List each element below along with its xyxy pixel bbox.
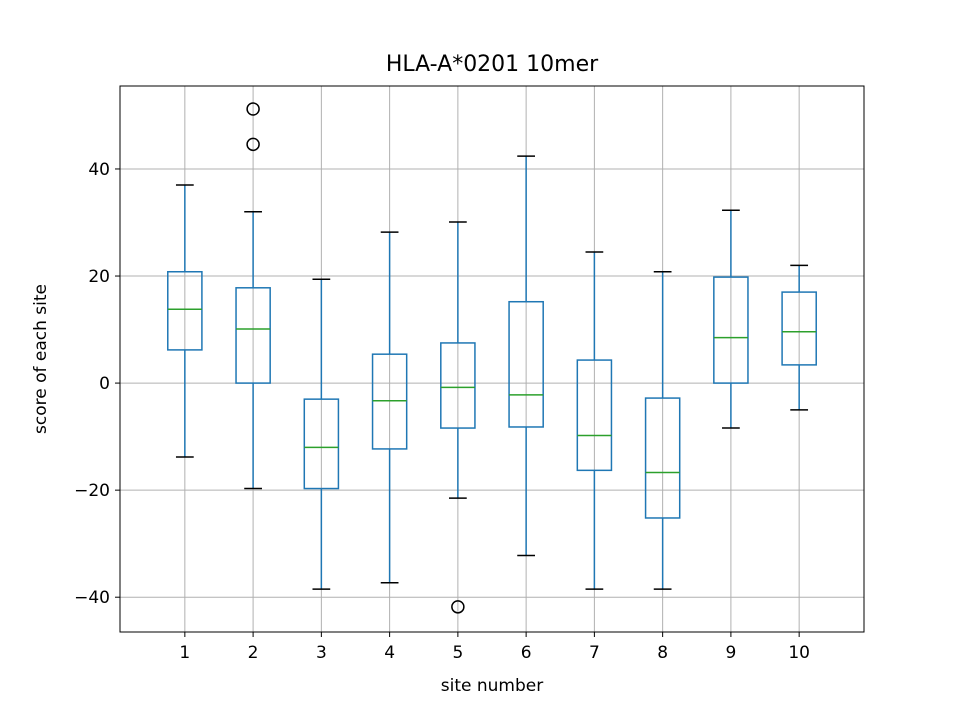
x-tick-label: 2: [248, 643, 259, 663]
box-site-4: [371, 231, 408, 584]
x-tick-label: 6: [521, 643, 532, 663]
iqr-box: [508, 300, 544, 428]
box-site-10: [781, 264, 817, 411]
box-site-2: [235, 102, 271, 490]
iqr-box: [781, 291, 817, 366]
box-site-5: [440, 221, 476, 614]
box-site-6: [508, 155, 544, 557]
x-tick-label: 10: [788, 643, 810, 663]
x-tick-label: 4: [384, 643, 395, 663]
outlier-point: [451, 600, 465, 614]
x-tick-label: 8: [657, 643, 668, 663]
boxes: [167, 102, 817, 614]
iqr-box: [167, 270, 203, 351]
box-site-7: [576, 251, 613, 590]
iqr-box: [371, 353, 408, 450]
x-tick-label: 1: [179, 643, 190, 663]
x-tick-label: 7: [589, 643, 600, 663]
box-site-3: [303, 278, 340, 590]
box-site-9: [713, 209, 749, 429]
box-site-1: [167, 184, 203, 458]
plot-frame: [119, 85, 865, 633]
axis-ticks: −40 −20 0 20 40 1 2 3 4 5 6 7 8 9 10: [74, 160, 810, 663]
y-tick-label: −40: [74, 588, 110, 608]
iqr-box: [644, 397, 681, 519]
y-tick-label: 40: [88, 160, 110, 180]
iqr-box: [440, 342, 476, 429]
outlier-point: [246, 102, 260, 116]
iqr-box: [576, 359, 613, 472]
y-tick-label: 0: [99, 374, 110, 394]
iqr-box: [713, 276, 749, 384]
y-tick-label: −20: [74, 481, 110, 501]
chart-title: HLA-A*0201 10mer: [386, 52, 599, 77]
x-tick-label: 9: [725, 643, 736, 663]
y-axis-label: score of each site: [31, 284, 51, 434]
x-tick-label: 3: [316, 643, 327, 663]
x-axis-label: site number: [441, 676, 543, 696]
iqr-box: [235, 287, 271, 384]
iqr-box: [303, 398, 340, 490]
outlier-point: [246, 137, 260, 152]
x-tick-label: 5: [452, 643, 463, 663]
box-site-8: [644, 270, 681, 590]
y-tick-label: 20: [88, 267, 110, 287]
